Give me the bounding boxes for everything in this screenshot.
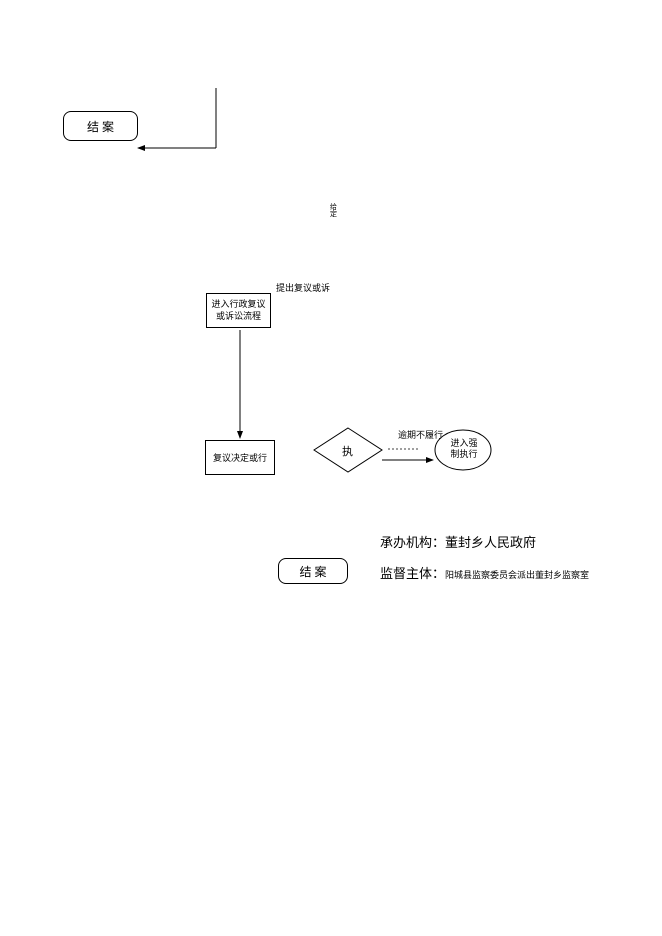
supervise-prefix: 监督主体： — [380, 566, 445, 581]
node-close-1-label: 结 案 — [87, 118, 114, 135]
label-propose-reconsider: 提出复议或诉 — [276, 281, 330, 294]
label-overdue: 逾期不履行 — [398, 428, 443, 441]
node-decision-label: 复议决定或行 — [213, 451, 267, 464]
diamond-label-text: 执 — [342, 446, 353, 458]
org-line: 承办机构：董封乡人民政府 — [380, 532, 536, 551]
ellipse-label: 进入强制执行 — [446, 438, 482, 460]
label-overdue-text: 逾期不履行 — [398, 430, 443, 440]
node-decision: 复议决定或行 — [205, 440, 275, 475]
supervise-line: 监督主体：阳城县监察委员会派出董封乡监察室 — [380, 563, 589, 583]
label-propose-reconsider-text: 提出复议或诉 — [276, 283, 330, 293]
node-close-2-label: 结 案 — [299, 563, 326, 580]
node-process-reconsider: 进入行政复议或诉讼流程 — [206, 293, 271, 328]
supervise-value: 阳城县监察委员会派出董封乡监察室 — [445, 570, 589, 580]
org-value: 董封乡人民政府 — [445, 535, 536, 550]
node-process-reconsider-label: 进入行政复议或诉讼流程 — [211, 299, 265, 322]
node-close-2: 结 案 — [278, 558, 348, 584]
node-close-1: 结 案 — [63, 111, 138, 141]
org-prefix: 承办机构： — [380, 535, 445, 550]
small-text-label: 给定 — [330, 203, 337, 218]
small-text: 给定 — [330, 204, 337, 218]
ellipse-label-text: 进入强制执行 — [450, 438, 477, 459]
diamond-label: 执 — [342, 443, 353, 459]
